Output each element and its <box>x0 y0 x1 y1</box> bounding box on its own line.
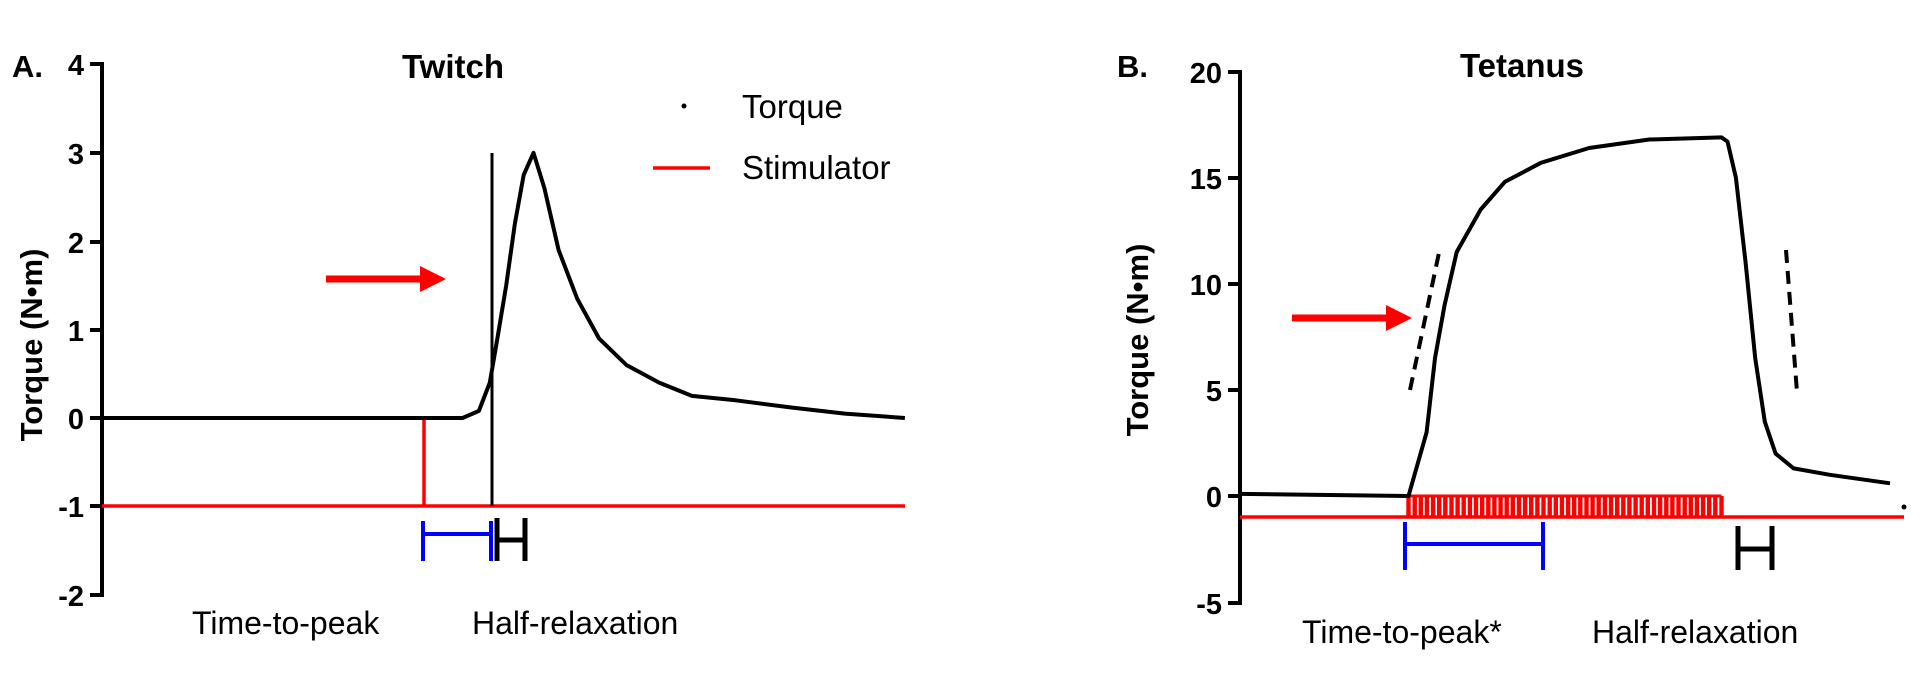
panel-b-stimulus-pulse <box>1578 496 1583 518</box>
panel-b-tick-label: 5 <box>1206 376 1222 408</box>
panel-a-arrow <box>326 266 446 292</box>
panel-b-tick-label: 10 <box>1190 270 1222 302</box>
panel-b-stimulus-pulse <box>1688 496 1693 518</box>
panel-b-stimulus-pulse <box>1700 496 1706 518</box>
panel-b-stimulus-pulse <box>1504 496 1509 518</box>
panel-b-stimulus-pulse <box>1510 496 1515 518</box>
panel-a-arrow-head <box>420 266 446 292</box>
panel-b-fall-slope-line <box>1784 249 1799 393</box>
panel-b-arrow-head <box>1386 305 1412 331</box>
panel-b-stimulus-pulse <box>1553 496 1558 518</box>
panel-b-tick-label: 15 <box>1190 164 1222 196</box>
panel-b-stimulus-pulse <box>1406 496 1411 518</box>
panel-b-time-to-peak-bracket <box>1403 522 1545 570</box>
panel-b-stimulus-pulse <box>1602 496 1608 518</box>
panel-a-y-ticks: 4 3 2 1 0 -1 -2 <box>58 50 102 613</box>
panel-a-half-relaxation-bracket <box>494 518 528 561</box>
panel-a-title: Twitch <box>402 48 504 85</box>
panel-b-stimulus-pulse <box>1461 496 1466 518</box>
panel-a-tick-label: 0 <box>68 404 84 436</box>
panel-b-stimulus-pulse <box>1541 496 1546 518</box>
panel-b-label: B. <box>1117 49 1148 84</box>
panel-b-stimulus-pulse <box>1516 496 1522 518</box>
panel-b-stimulus-pulse <box>1627 496 1632 518</box>
panel-b-stimulus-pulse <box>1615 496 1620 518</box>
panel-b-stimulus-pulse <box>1480 496 1485 518</box>
panel-b-time-to-peak-label: Time-to-peak* <box>1302 614 1502 650</box>
panel-b-stimulus-train <box>1406 494 1724 518</box>
panel-b-stimulus-pulse <box>1449 496 1454 518</box>
panel-a-half-relaxation-label: Half-relaxation <box>472 605 678 641</box>
panel-b-tick-label: -5 <box>1196 589 1222 621</box>
panel-a-tick-label: 4 <box>68 50 84 82</box>
panel-a-label: A. <box>12 49 43 84</box>
panel-b-stimulus-pulse <box>1713 496 1718 518</box>
panel-b-stimulus-pulse <box>1424 496 1430 518</box>
panel-b-y-axis-label: Torque (N•m) <box>1120 244 1155 437</box>
panel-b-stimulus-pulse <box>1621 496 1626 518</box>
panel-b-stimulus-pulse <box>1639 496 1644 518</box>
panel-b-stimulus-pulse <box>1670 496 1675 518</box>
panel-b-tick-label: 20 <box>1190 58 1222 90</box>
panel-b-stimulus-pulse <box>1492 496 1497 518</box>
panel-b-stimulus-pulse <box>1535 496 1540 518</box>
panel-b-stimulus-pulse <box>1633 496 1638 518</box>
panel-b-stimulus-pulse <box>1707 496 1712 518</box>
panel-b-stimulus-pulse <box>1565 496 1571 518</box>
panel-b-stimulus-pulse <box>1584 496 1589 518</box>
panel-b-trace-end-dot <box>1901 504 1907 510</box>
panel-b-rise-slope-line <box>1408 247 1442 391</box>
panel-b-stimulus-pulse <box>1467 496 1473 518</box>
panel-b-stimulus-pulse <box>1664 496 1669 518</box>
panel-b-stimulus-pulse <box>1608 496 1614 518</box>
panel-b-stimulus-pulse <box>1645 496 1650 518</box>
panel-b-stimulus-pulse <box>1412 496 1417 518</box>
panel-b-stimulus-pulse <box>1473 496 1479 518</box>
panel-a-y-axis-label: Torque (N•m) <box>14 249 49 442</box>
legend-torque-marker <box>681 103 687 109</box>
panel-a-tick-label: -1 <box>58 492 84 524</box>
panel-b-stimulus-pulse <box>1719 496 1724 518</box>
panel-b-stimulus-pulse <box>1682 496 1687 518</box>
panel-b-stimulus-pulse <box>1559 496 1565 518</box>
panel-a-tick-label: 2 <box>68 228 84 260</box>
panel-b-stimulus-pulse <box>1651 496 1657 518</box>
panel-b-tick-label: 0 <box>1206 482 1222 514</box>
panel-b-half-relaxation-bracket <box>1735 526 1775 570</box>
panel-a: A. Twitch Torque (N•m) 4 3 2 1 0 -1 -2 <box>12 48 906 641</box>
panel-b-stimulus-pulse <box>1572 496 1577 518</box>
legend-stimulator-label: Stimulator <box>742 149 891 186</box>
panel-a-tick-label: 3 <box>68 139 84 171</box>
panel-b-torque-trace <box>1239 135 1891 498</box>
panel-b-stimulus-pulse <box>1676 496 1681 518</box>
panel-b-stimulus-pulse <box>1418 496 1423 518</box>
legend-torque-label: Torque <box>742 88 843 125</box>
panel-b-stimulus-pulse <box>1596 496 1601 518</box>
panel-b-stimulus-pulse <box>1437 496 1442 518</box>
panel-b-half-relaxation-label: Half-relaxation <box>1592 614 1798 650</box>
panel-a-torque-trace <box>102 150 906 420</box>
panel-b-stimulus-pulse <box>1486 496 1491 518</box>
panel-a-legend: Torque Stimulator <box>653 88 891 186</box>
panel-a-time-to-peak-bracket <box>421 521 493 561</box>
panel-b-stimulus-pulse <box>1522 496 1528 518</box>
panel-b-stimulus-pulse <box>1529 496 1534 518</box>
panel-b-stimulus-pulse <box>1443 496 1448 518</box>
panel-b-title: Tetanus <box>1460 47 1584 84</box>
panel-b-stimulus-pulse <box>1430 496 1436 518</box>
panel-b-stimulus-pulse <box>1455 496 1460 518</box>
panel-b: B. Tetanus Torque (N•m) 20 15 10 5 0 -5 <box>1117 47 1907 650</box>
panel-b-stimulus-pulse <box>1694 496 1700 518</box>
panel-a-tick-label: 1 <box>68 316 84 348</box>
panel-b-y-ticks: 20 15 10 5 0 -5 <box>1190 58 1240 621</box>
panel-b-stimulus-pulse <box>1547 496 1552 518</box>
panel-b-arrow <box>1292 305 1412 331</box>
panel-b-stimulus-pulse <box>1657 496 1663 518</box>
panel-a-tick-label: -2 <box>58 581 84 613</box>
panel-a-time-to-peak-label: Time-to-peak <box>192 605 380 641</box>
panel-b-stimulus-pulse <box>1590 496 1595 518</box>
panel-b-stimulus-pulse <box>1498 496 1503 518</box>
